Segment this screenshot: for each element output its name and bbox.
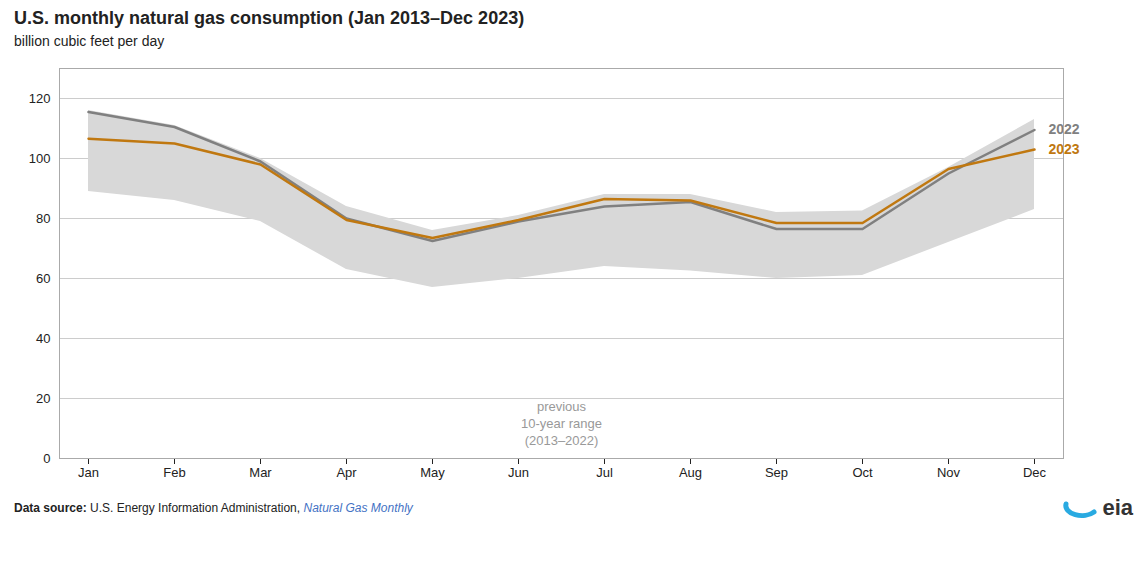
svg-text:Jun: Jun (508, 465, 529, 480)
html-text:eia: eia (1102, 495, 1133, 520)
svg-text:May: May (420, 465, 445, 480)
svg-text:Aug: Aug (679, 465, 702, 480)
svg-text:100: 100 (29, 151, 51, 166)
svg-text:previous10-year range(2013–202: previous10-year range(2013–2022) (521, 399, 602, 448)
svg-text:2022: 2022 (1049, 121, 1080, 137)
svg-text:20: 20 (36, 391, 50, 406)
html-text:Data source: U.S. Energy Infor: Data source: U.S. Energy Information Adm… (14, 501, 413, 515)
svg-text:Dec: Dec (1023, 465, 1047, 480)
svg-text:Nov: Nov (937, 465, 961, 480)
svg-text:Jan: Jan (78, 465, 99, 480)
svg-text:2023: 2023 (1049, 141, 1080, 157)
svg-text:Jul: Jul (596, 465, 613, 480)
html-text:billion cubic feet per day: billion cubic feet per day (14, 33, 165, 49)
svg-text:Oct: Oct (852, 465, 873, 480)
svg-text:40: 40 (36, 331, 50, 346)
svg-text:Feb: Feb (163, 465, 185, 480)
svg-text:Sep: Sep (765, 465, 788, 480)
svg-text:Apr: Apr (336, 465, 357, 480)
html-text:U.S. monthly natural gas consu: U.S. monthly natural gas consumption (Ja… (14, 8, 525, 28)
svg-text:80: 80 (36, 211, 50, 226)
svg-text:0: 0 (43, 451, 50, 466)
svg-text:Mar: Mar (249, 465, 272, 480)
svg-text:120: 120 (29, 91, 51, 106)
svg-text:60: 60 (36, 271, 50, 286)
